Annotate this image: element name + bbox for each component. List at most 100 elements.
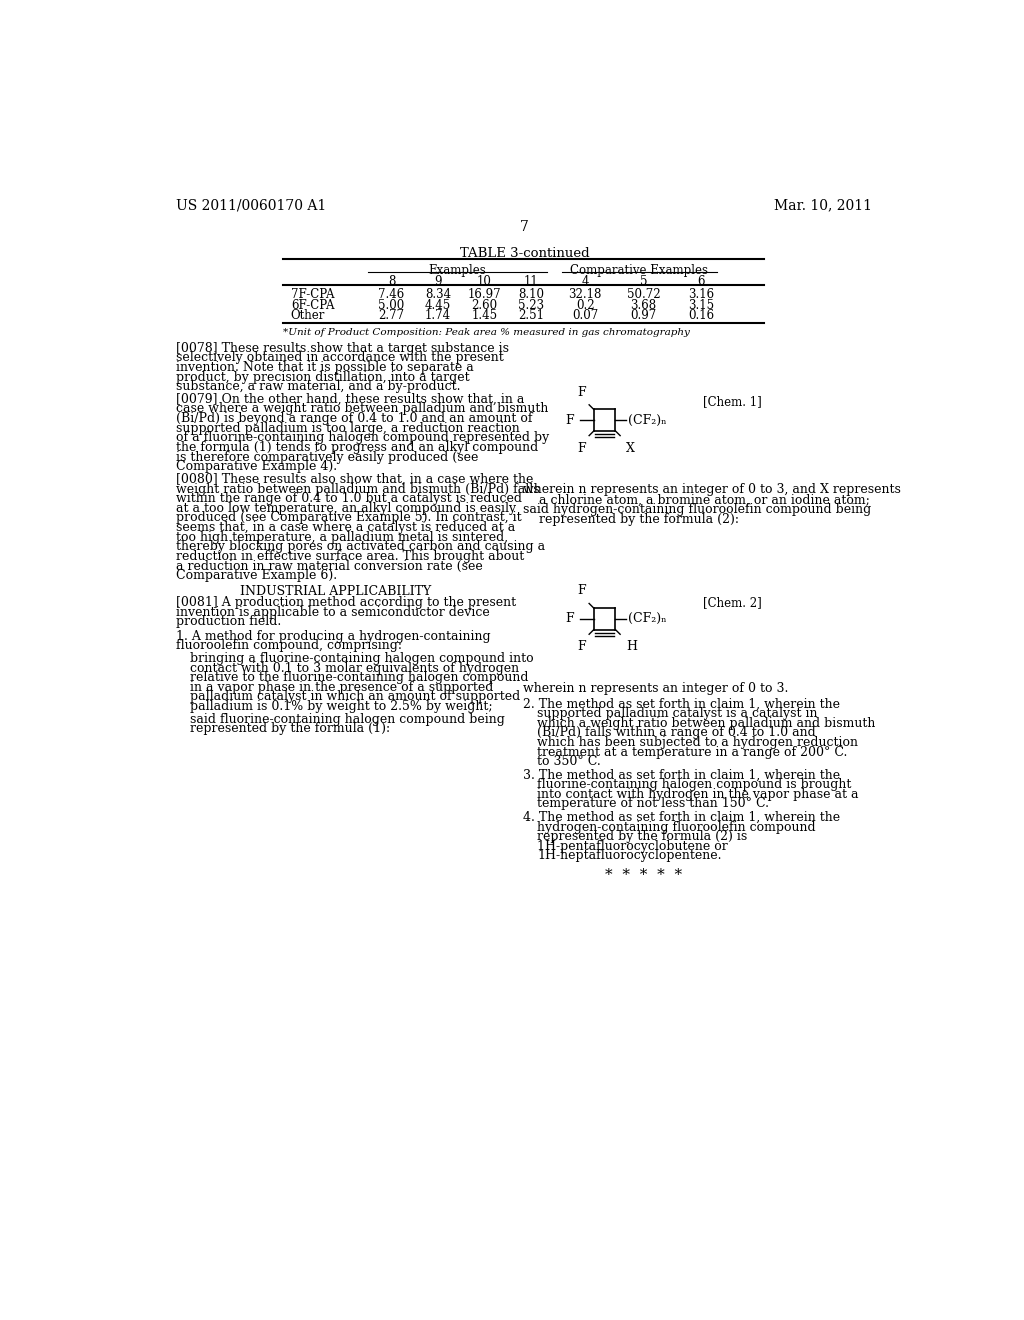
Text: too high temperature, a palladium metal is sintered,: too high temperature, a palladium metal … [176, 531, 508, 544]
Text: 0.97: 0.97 [630, 309, 656, 322]
Text: is therefore comparatively easily produced (see: is therefore comparatively easily produc… [176, 450, 478, 463]
Text: 7.46: 7.46 [379, 288, 404, 301]
Text: which has been subjected to a hydrogen reduction: which has been subjected to a hydrogen r… [538, 737, 858, 748]
Text: 16.97: 16.97 [468, 288, 502, 301]
Text: fluorine-containing halogen compound is brought: fluorine-containing halogen compound is … [538, 779, 852, 791]
Text: 0.2: 0.2 [575, 298, 595, 312]
Text: 0.16: 0.16 [688, 309, 715, 322]
Text: weight ratio between palladium and bismuth (Bi/Pd) falls: weight ratio between palladium and bismu… [176, 483, 540, 495]
Text: [0081] A production method according to the present: [0081] A production method according to … [176, 597, 516, 609]
Text: 5.23: 5.23 [518, 298, 544, 312]
Text: 4.45: 4.45 [425, 298, 452, 312]
Text: Comparative Examples: Comparative Examples [570, 264, 709, 277]
Text: Examples: Examples [428, 264, 486, 277]
Text: 10: 10 [477, 275, 492, 288]
Text: X: X [627, 442, 635, 455]
Text: 6F-CPA: 6F-CPA [291, 298, 334, 312]
Text: within the range of 0.4 to 1.0 but a catalyst is reduced: within the range of 0.4 to 1.0 but a cat… [176, 492, 522, 506]
Text: palladium catalyst in which an amount of supported: palladium catalyst in which an amount of… [190, 690, 520, 704]
Text: said hydrogen-containing fluoroolefin compound being: said hydrogen-containing fluoroolefin co… [523, 503, 871, 516]
Text: 3.68: 3.68 [631, 298, 656, 312]
Text: into contact with hydrogen in the vapor phase at a: into contact with hydrogen in the vapor … [538, 788, 859, 801]
Text: 9: 9 [434, 275, 441, 288]
Text: wherein n represents an integer of 0 to 3.: wherein n represents an integer of 0 to … [523, 682, 788, 696]
Text: of a fluorine-containing halogen compound represented by: of a fluorine-containing halogen compoun… [176, 432, 549, 445]
Text: 1.74: 1.74 [425, 309, 451, 322]
Text: 1H-pentafluorocyclobutene or: 1H-pentafluorocyclobutene or [538, 840, 728, 853]
Text: 1H-heptafluorocyclopentene.: 1H-heptafluorocyclopentene. [538, 850, 722, 862]
Text: [0079] On the other hand, these results show that, in a: [0079] On the other hand, these results … [176, 393, 524, 405]
Text: 8: 8 [388, 275, 395, 288]
Text: (CF₂)ₙ: (CF₂)ₙ [628, 413, 667, 426]
Text: INDUSTRIAL APPLICABILITY: INDUSTRIAL APPLICABILITY [240, 585, 431, 598]
Text: thereby blocking pores on activated carbon and causing a: thereby blocking pores on activated carb… [176, 540, 545, 553]
Text: treatment at a temperature in a range of 200° C.: treatment at a temperature in a range of… [538, 746, 848, 759]
Text: 2.60: 2.60 [471, 298, 498, 312]
Text: 8.10: 8.10 [518, 288, 544, 301]
Text: a chlorine atom, a bromine atom, or an iodine atom;: a chlorine atom, a bromine atom, or an i… [539, 494, 869, 507]
Text: represented by the formula (2) is: represented by the formula (2) is [538, 830, 748, 843]
Text: [Chem. 2]: [Chem. 2] [703, 595, 762, 609]
Text: 4. The method as set forth in claim 1, wherein the: 4. The method as set forth in claim 1, w… [523, 810, 841, 824]
Text: [0078] These results show that a target substance is: [0078] These results show that a target … [176, 342, 509, 355]
Text: (Bi/Pd) falls within a range of 0.4 to 1.0 and: (Bi/Pd) falls within a range of 0.4 to 1… [538, 726, 816, 739]
Text: F: F [578, 640, 586, 653]
Text: F: F [578, 385, 586, 399]
Text: to 350° C.: to 350° C. [538, 755, 601, 768]
Text: 8.34: 8.34 [425, 288, 451, 301]
Text: 11: 11 [523, 275, 539, 288]
Text: (CF₂)ₙ: (CF₂)ₙ [628, 612, 667, 626]
Text: product, by precision distillation, into a target: product, by precision distillation, into… [176, 371, 470, 384]
Text: contact with 0.1 to 3 molar equivalents of hydrogen: contact with 0.1 to 3 molar equivalents … [190, 661, 519, 675]
Text: 4: 4 [582, 275, 589, 288]
Text: temperature of not less than 150° C.: temperature of not less than 150° C. [538, 797, 769, 810]
Text: fluoroolefin compound, comprising:: fluoroolefin compound, comprising: [176, 639, 402, 652]
Text: 50.72: 50.72 [627, 288, 660, 301]
Text: 3. The method as set forth in claim 1, wherein the: 3. The method as set forth in claim 1, w… [523, 768, 841, 781]
Text: substance, a raw material, and a by-product.: substance, a raw material, and a by-prod… [176, 380, 461, 393]
Text: 2.77: 2.77 [379, 309, 404, 322]
Text: [Chem. 1]: [Chem. 1] [703, 396, 762, 409]
Text: supported palladium catalyst is a catalyst in: supported palladium catalyst is a cataly… [538, 708, 818, 719]
Text: H: H [627, 640, 637, 653]
Text: produced (see Comparative Example 5). In contrast, it: produced (see Comparative Example 5). In… [176, 511, 521, 524]
Text: 3.16: 3.16 [688, 288, 715, 301]
Text: F: F [566, 612, 574, 626]
Text: hydrogen-containing fluoroolefin compound: hydrogen-containing fluoroolefin compoun… [538, 821, 816, 834]
Text: 7: 7 [520, 220, 529, 234]
Text: relative to the fluorine-containing halogen compound: relative to the fluorine-containing halo… [190, 671, 528, 684]
Text: at a too low temperature, an alkyl compound is easily: at a too low temperature, an alkyl compo… [176, 502, 516, 515]
Text: 5.00: 5.00 [379, 298, 404, 312]
Text: wherein n represents an integer of 0 to 3, and X represents: wherein n represents an integer of 0 to … [523, 483, 901, 496]
Text: invention is applicable to a semiconductor device: invention is applicable to a semiconduct… [176, 606, 489, 619]
Text: said fluorine-containing halogen compound being: said fluorine-containing halogen compoun… [190, 713, 505, 726]
Text: in a vapor phase in the presence of a supported: in a vapor phase in the presence of a su… [190, 681, 494, 694]
Text: F: F [578, 585, 586, 598]
Text: 0.07: 0.07 [572, 309, 598, 322]
Text: Mar. 10, 2011: Mar. 10, 2011 [774, 198, 872, 213]
Text: F: F [578, 442, 586, 455]
Text: reduction in effective surface area. This brought about: reduction in effective surface area. Thi… [176, 550, 524, 562]
Text: 2. The method as set forth in claim 1, wherein the: 2. The method as set forth in claim 1, w… [523, 697, 841, 710]
Text: a reduction in raw material conversion rate (see: a reduction in raw material conversion r… [176, 560, 482, 573]
Text: 3.15: 3.15 [688, 298, 715, 312]
Text: [0080] These results also show that, in a case where the: [0080] These results also show that, in … [176, 473, 534, 486]
Text: Comparative Example 6).: Comparative Example 6). [176, 569, 337, 582]
Text: case where a weight ratio between palladium and bismuth: case where a weight ratio between pallad… [176, 403, 549, 416]
Text: represented by the formula (2):: represented by the formula (2): [539, 513, 738, 527]
Text: Other: Other [291, 309, 326, 322]
Text: US 2011/0060170 A1: US 2011/0060170 A1 [176, 198, 327, 213]
Text: Comparative Example 4).: Comparative Example 4). [176, 461, 337, 474]
Text: 1. A method for producing a hydrogen-containing: 1. A method for producing a hydrogen-con… [176, 630, 490, 643]
Text: 7F-CPA: 7F-CPA [291, 288, 334, 301]
Text: the formula (1) tends to progress and an alkyl compound: the formula (1) tends to progress and an… [176, 441, 539, 454]
Text: bringing a fluorine-containing halogen compound into: bringing a fluorine-containing halogen c… [190, 652, 534, 665]
Text: 6: 6 [697, 275, 706, 288]
Text: supported palladium is too large, a reduction reaction: supported palladium is too large, a redu… [176, 422, 520, 434]
Text: represented by the formula (1):: represented by the formula (1): [190, 722, 390, 735]
Text: production field.: production field. [176, 615, 282, 628]
Text: 5: 5 [640, 275, 647, 288]
Text: 1.45: 1.45 [471, 309, 498, 322]
Text: (Bi/Pd) is beyond a range of 0.4 to 1.0 and an amount of: (Bi/Pd) is beyond a range of 0.4 to 1.0 … [176, 412, 532, 425]
Text: which a weight ratio between palladium and bismuth: which a weight ratio between palladium a… [538, 717, 876, 730]
